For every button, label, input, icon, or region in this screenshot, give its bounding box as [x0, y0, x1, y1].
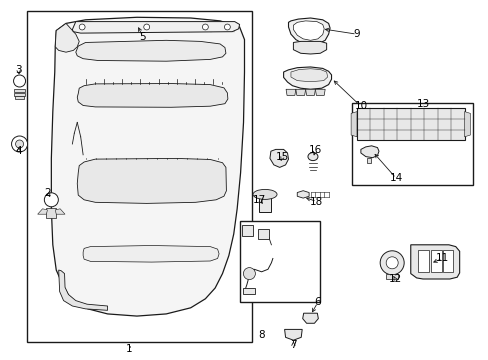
Text: 12: 12 — [387, 274, 401, 284]
Ellipse shape — [252, 189, 277, 199]
Circle shape — [79, 24, 85, 30]
Polygon shape — [59, 270, 107, 310]
Text: 11: 11 — [435, 253, 448, 264]
Bar — [27, 11, 251, 342]
Bar — [259, 194, 270, 212]
Polygon shape — [284, 329, 302, 340]
Bar — [442, 250, 452, 272]
Polygon shape — [76, 40, 225, 61]
Polygon shape — [77, 84, 227, 107]
Circle shape — [12, 136, 27, 152]
Polygon shape — [283, 67, 331, 89]
Polygon shape — [38, 209, 47, 214]
Polygon shape — [290, 69, 327, 82]
Text: 3: 3 — [15, 65, 22, 75]
Bar — [15, 93, 24, 96]
Bar — [243, 288, 255, 294]
Circle shape — [44, 193, 58, 207]
Bar — [239, 221, 320, 302]
Polygon shape — [360, 146, 378, 158]
Polygon shape — [51, 17, 244, 316]
Polygon shape — [72, 22, 239, 33]
Bar — [46, 208, 56, 218]
Text: 16: 16 — [308, 145, 322, 156]
Circle shape — [243, 267, 255, 280]
Text: 1: 1 — [126, 344, 133, 354]
Bar — [356, 108, 464, 140]
Text: 6: 6 — [314, 297, 321, 307]
Polygon shape — [302, 313, 318, 323]
Circle shape — [16, 140, 23, 148]
Text: 5: 5 — [139, 32, 146, 42]
Polygon shape — [55, 209, 65, 214]
Polygon shape — [293, 21, 324, 40]
Bar — [351, 103, 472, 185]
Bar — [258, 229, 268, 239]
Circle shape — [379, 251, 404, 275]
Polygon shape — [295, 89, 305, 95]
Bar — [14, 89, 25, 92]
Polygon shape — [464, 112, 469, 137]
Polygon shape — [410, 245, 459, 279]
Text: 14: 14 — [388, 173, 402, 183]
Polygon shape — [269, 149, 288, 167]
Text: 8: 8 — [258, 330, 264, 340]
Text: 17: 17 — [252, 195, 265, 205]
Bar — [417, 250, 428, 272]
Text: 2: 2 — [44, 188, 51, 198]
Bar — [430, 250, 441, 272]
Polygon shape — [350, 112, 356, 137]
Text: 13: 13 — [415, 99, 429, 109]
Polygon shape — [285, 89, 295, 95]
Text: 18: 18 — [309, 197, 323, 207]
Text: 10: 10 — [354, 101, 366, 111]
Circle shape — [202, 24, 208, 30]
Polygon shape — [293, 41, 326, 54]
Circle shape — [224, 24, 230, 30]
Polygon shape — [315, 89, 325, 95]
Polygon shape — [297, 191, 308, 198]
Ellipse shape — [307, 153, 317, 161]
Bar — [242, 225, 252, 236]
Text: 9: 9 — [353, 29, 360, 39]
Polygon shape — [305, 89, 315, 95]
Text: 7: 7 — [289, 340, 296, 350]
Polygon shape — [55, 23, 79, 52]
Circle shape — [386, 257, 397, 269]
Circle shape — [143, 24, 149, 30]
Text: 15: 15 — [275, 152, 289, 162]
Polygon shape — [77, 158, 226, 203]
Bar — [386, 274, 397, 279]
Polygon shape — [288, 18, 329, 45]
Bar — [15, 96, 24, 99]
Bar — [366, 158, 370, 163]
Text: 4: 4 — [15, 146, 22, 156]
Polygon shape — [83, 246, 219, 262]
Circle shape — [14, 75, 25, 87]
